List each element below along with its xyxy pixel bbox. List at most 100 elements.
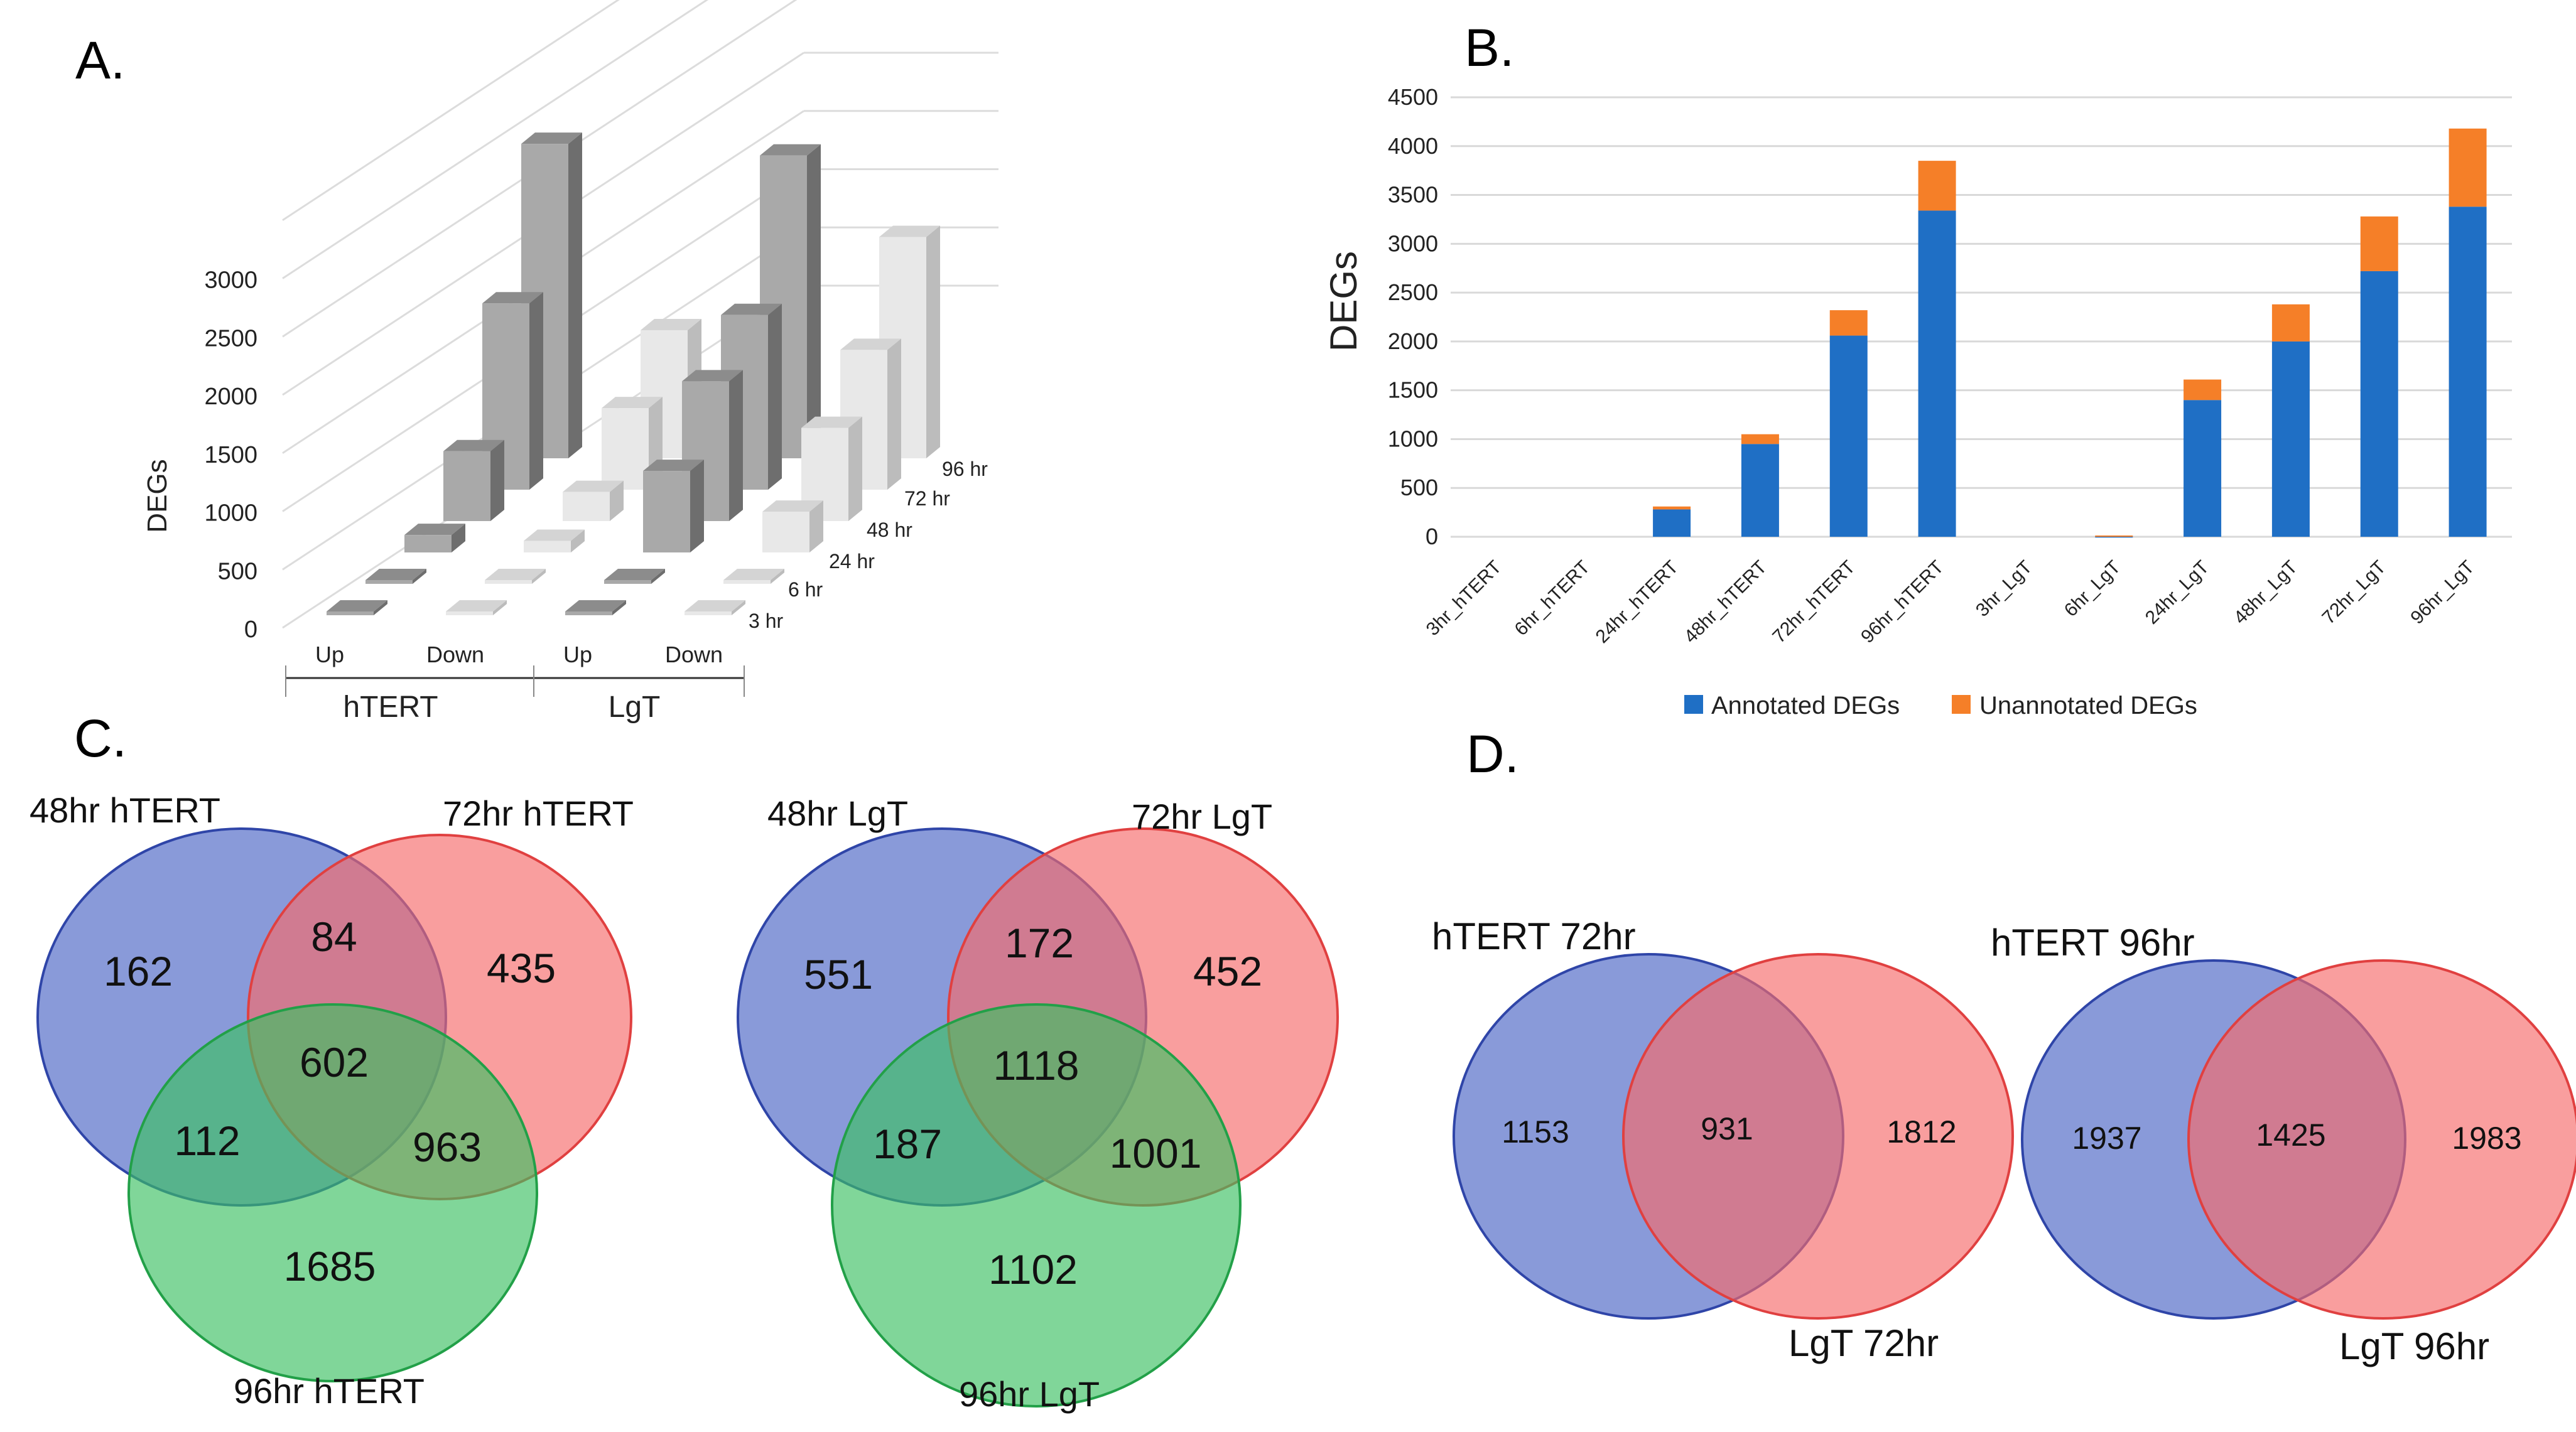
venn-c1-c-only: 1685 xyxy=(284,1243,376,1289)
chart-b-x-tick: 72hr_LgT xyxy=(2319,557,2390,628)
chart-a-x-category: Up xyxy=(563,642,592,667)
chart-a-group-label-htert: hTERT xyxy=(343,691,438,724)
chart-a-y-ticks: 0 500 1000 1500 2000 2500 3000 xyxy=(204,267,257,643)
venn-c-htert: 48hr hTERT 72hr hTERT 96hr hTERT 162 84 … xyxy=(30,790,634,1411)
chart-b-bar-annotated xyxy=(2360,271,2398,537)
venn-d2-label-b: LgT 96hr xyxy=(2339,1325,2489,1367)
chart-a-y-tick: 2500 xyxy=(204,325,257,352)
chart-b-y-tick: 3000 xyxy=(1388,230,1438,256)
chart-b-x-ticks: 3hr_hTERT 6hr_hTERT24hr_hTERT48hr_hTERT72… xyxy=(1422,557,2479,647)
chart-b-bar-unannotated xyxy=(1918,161,1956,211)
chart-a-bar-side xyxy=(651,569,665,584)
chart-b-x-tick: 3hr_LgT xyxy=(1972,557,2036,621)
venn-d-72hr: hTERT 72hr LgT 72hr 1153 931 1812 xyxy=(1432,915,2014,1364)
chart-b-x-tick: 48hr_LgT xyxy=(2230,557,2302,628)
chart-b-bar-annotated xyxy=(1829,335,1868,537)
chart-a-bar-side xyxy=(374,600,387,615)
chart-a-bar xyxy=(565,611,612,615)
chart-a-bar-side xyxy=(490,439,504,521)
chart-a-bar-side xyxy=(729,370,743,521)
venn-c2-ab: 172 xyxy=(1005,920,1074,966)
chart-a-depth-label: 96 hr xyxy=(942,458,988,480)
chart-a-x-category: Up xyxy=(315,642,344,667)
chart-b-bar-annotated xyxy=(2271,341,2310,537)
chart-b-x-tick: 48hr_hTERT xyxy=(1680,557,1770,647)
venn-c1-a-only: 162 xyxy=(104,948,173,994)
chart-a-depth-label: 6 hr xyxy=(788,578,823,601)
chart-b-y-tick: 500 xyxy=(1400,475,1438,500)
chart-a-bar-top xyxy=(840,338,901,350)
chart-a-bar-top xyxy=(604,569,665,580)
chart-b-y-tick: 2500 xyxy=(1388,279,1438,305)
chart-b: 0 500 1000 1500 2000 2500 3000 3500 4000 4500 3hr… xyxy=(1323,84,2512,719)
venn-d1-b-only: 1812 xyxy=(1886,1114,1956,1149)
chart-a-bar xyxy=(485,580,532,584)
venn-d1-a-only: 1153 xyxy=(1502,1114,1569,1149)
chart-a-bar-top xyxy=(485,569,546,580)
chart-a-bar xyxy=(524,541,571,552)
chart-a-bar xyxy=(365,580,413,584)
venn-d1-label-b: LgT 72hr xyxy=(1789,1322,1939,1364)
venn-c-lgt: 48hr LgT 72hr LgT 96hr LgT 551 172 452 1… xyxy=(737,794,1339,1414)
chart-b-bar-unannotated xyxy=(1653,506,1691,510)
chart-a-x-category: Down xyxy=(665,642,723,667)
chart-b-bar-unannotated xyxy=(1741,434,1779,444)
chart-a-bar-side xyxy=(690,460,704,552)
chart-b-x-tick: 3hr_hTERT xyxy=(1422,557,1506,640)
chart-a-depth-label: 3 hr xyxy=(749,610,783,632)
chart-a-bar-side xyxy=(532,569,546,584)
chart-b-x-tick: 24hr_hTERT xyxy=(1592,557,1682,647)
venn-c2-a-only: 551 xyxy=(804,951,873,998)
chart-b-y-ticks: 0 500 1000 1500 2000 2500 3000 3500 4000 4500 xyxy=(1388,84,1438,549)
chart-a-bar xyxy=(604,580,651,584)
chart-b-bar-annotated xyxy=(1918,210,1956,537)
chart-a-depth-labels: 3 hr6 hr 24 hr 48 hr 72 hr 96 hr xyxy=(749,458,988,632)
chart-a-bar-side xyxy=(493,600,507,615)
chart-a-bar-side xyxy=(809,500,823,552)
chart-a-bar-top xyxy=(879,225,940,237)
chart-a-bar-top xyxy=(563,480,624,492)
chart-b-bar-annotated xyxy=(2095,536,2133,538)
chart-a-depth-label: 24 hr xyxy=(829,550,875,573)
chart-a-bar-top xyxy=(721,303,782,315)
chart-a-bar-top xyxy=(524,529,585,541)
chart-a-gridline xyxy=(282,0,709,279)
chart-a-bar-side xyxy=(848,416,862,521)
chart-b-y-tick: 0 xyxy=(1426,524,1438,549)
chart-a-bar-top xyxy=(443,439,504,451)
chart-b-bar-unannotated xyxy=(2360,216,2398,271)
chart-b-bar-annotated xyxy=(1741,444,1779,537)
venn-c1-bc: 963 xyxy=(413,1124,482,1170)
chart-a-y-axis-label: DEGs xyxy=(142,459,173,532)
chart-a-bar-top xyxy=(685,600,745,611)
venn-d1-circle-lgt xyxy=(1622,953,2014,1320)
chart-a-bar xyxy=(404,535,452,552)
venn-c1-label-a: 48hr hTERT xyxy=(30,790,220,830)
chart-a-bar-top xyxy=(801,416,862,428)
chart-a-bar-top xyxy=(762,500,823,512)
chart-a-bar-side xyxy=(807,144,821,458)
chart-b-y-tick: 3500 xyxy=(1388,182,1438,208)
legend-swatch-unannotated xyxy=(1952,695,1971,714)
chart-a-bar-side xyxy=(926,225,940,458)
chart-a-bar-side xyxy=(887,338,901,490)
venn-c1-abc: 602 xyxy=(300,1039,369,1085)
chart-b-bar-unannotated xyxy=(2095,535,2133,537)
chart-a-bar-side xyxy=(768,303,782,490)
venn-d1-label-a: hTERT 72hr xyxy=(1432,915,1636,957)
venn-c1-b-only: 435 xyxy=(487,945,556,991)
venn-d2-ab: 1425 xyxy=(2256,1117,2325,1153)
chart-a-bar-top xyxy=(723,569,784,580)
chart-a-bars xyxy=(327,132,940,615)
venn-c2-label-b: 72hr LgT xyxy=(1132,797,1272,836)
venn-c1-circle-96hr xyxy=(127,1003,538,1382)
chart-a-bar-side xyxy=(529,292,543,490)
panel-label-a: A. xyxy=(75,31,125,90)
chart-b-bar-annotated xyxy=(2184,400,2222,537)
chart-a-bar-top xyxy=(565,600,626,611)
venn-c2-label-c: 96hr LgT xyxy=(959,1374,1100,1414)
chart-a-bar-side xyxy=(571,529,585,552)
chart-a-x-categories: Up Down Up Down xyxy=(315,642,723,667)
chart-a-wall-side xyxy=(282,0,620,222)
chart-a-bar xyxy=(327,611,374,615)
